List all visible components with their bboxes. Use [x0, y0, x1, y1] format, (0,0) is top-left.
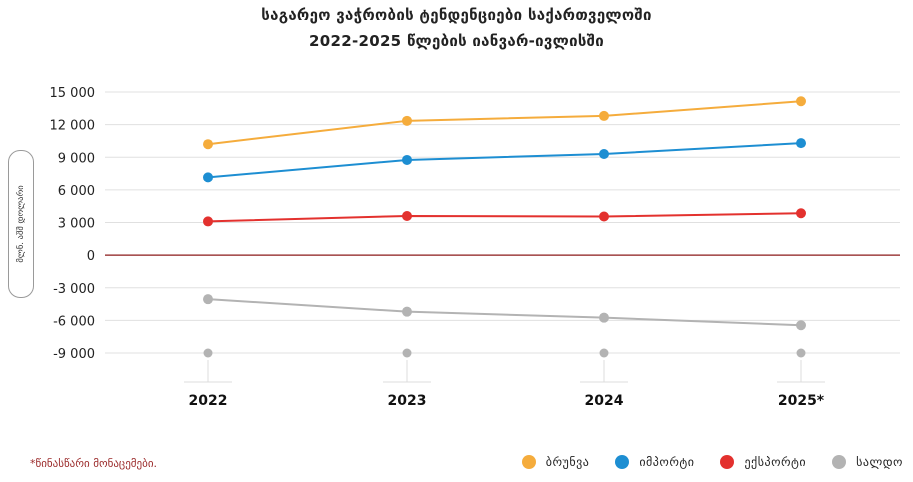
x-tick-label: 2024: [585, 393, 624, 409]
data-point-turnover: [796, 96, 806, 107]
footnote: *წინასწარი მონაცემები.: [30, 457, 158, 470]
x-tick-label: 2025*: [778, 393, 825, 409]
data-point-import: [203, 172, 213, 183]
legend-swatch: [521, 455, 536, 469]
series-line-export: [207, 212, 802, 223]
y-tick-label: 12 000: [50, 119, 96, 134]
data-point-import: [599, 148, 609, 159]
data-point-import: [402, 154, 412, 165]
legend-item-export: ექსპორტი: [720, 455, 806, 469]
chart-title-line1: საგარეო ვაჭრობის ტენდენციები საქართველოშ…: [261, 6, 652, 24]
data-point-balance: [402, 306, 412, 317]
data-point-export: [402, 210, 412, 221]
legend-swatch: [615, 455, 630, 469]
chart-title-line2: 2022-2025 წლების იანვარ-ივლისში: [309, 32, 604, 50]
legend-label: ექსპორტი: [744, 455, 807, 469]
legend-label: ბრუნვა: [545, 455, 590, 469]
baseline-point: [599, 348, 609, 358]
baseline-point: [203, 348, 213, 358]
baseline-point: [796, 348, 806, 358]
legend-item-import: იმპორტი: [615, 455, 694, 469]
legend-swatch: [720, 455, 735, 469]
data-point-export: [796, 208, 806, 219]
y-tick-label: -3 000: [53, 282, 95, 297]
series-line-turnover: [207, 100, 802, 146]
baseline-point: [402, 348, 412, 358]
y-tick-label: 15 000: [50, 86, 96, 101]
legend-swatch: [832, 455, 847, 469]
data-point-turnover: [599, 110, 609, 121]
legend-label: სალდო: [856, 455, 903, 469]
data-point-export: [203, 216, 213, 227]
y-tick-label: 3 000: [58, 217, 95, 232]
data-point-balance: [203, 294, 213, 305]
y-axis-label-pill: მლნ. აშშ დოლარი: [8, 150, 34, 298]
data-point-balance: [599, 312, 609, 323]
legend-item-balance: სალდო: [832, 455, 903, 469]
data-point-balance: [796, 320, 806, 331]
y-tick-label: 9 000: [58, 151, 95, 166]
y-tick-label: 6 000: [58, 184, 95, 199]
y-tick-label: -9 000: [53, 347, 95, 362]
data-point-turnover: [203, 139, 213, 150]
chart-legend: ბრუნვა იმპორტი ექსპორტი სალდო: [521, 455, 903, 469]
data-point-export: [599, 211, 609, 222]
series-line-balance: [207, 298, 802, 327]
series-line-import: [207, 142, 802, 179]
y-tick-label: -6 000: [53, 314, 95, 329]
x-tick-label: 2022: [189, 393, 228, 409]
legend-item-turnover: ბრუნვა: [521, 455, 590, 469]
y-tick-label: 0: [87, 249, 95, 264]
legend-label: იმპორტი: [639, 455, 695, 469]
data-point-import: [796, 138, 806, 149]
x-tick-label: 2023: [388, 393, 427, 409]
data-point-turnover: [402, 115, 412, 126]
